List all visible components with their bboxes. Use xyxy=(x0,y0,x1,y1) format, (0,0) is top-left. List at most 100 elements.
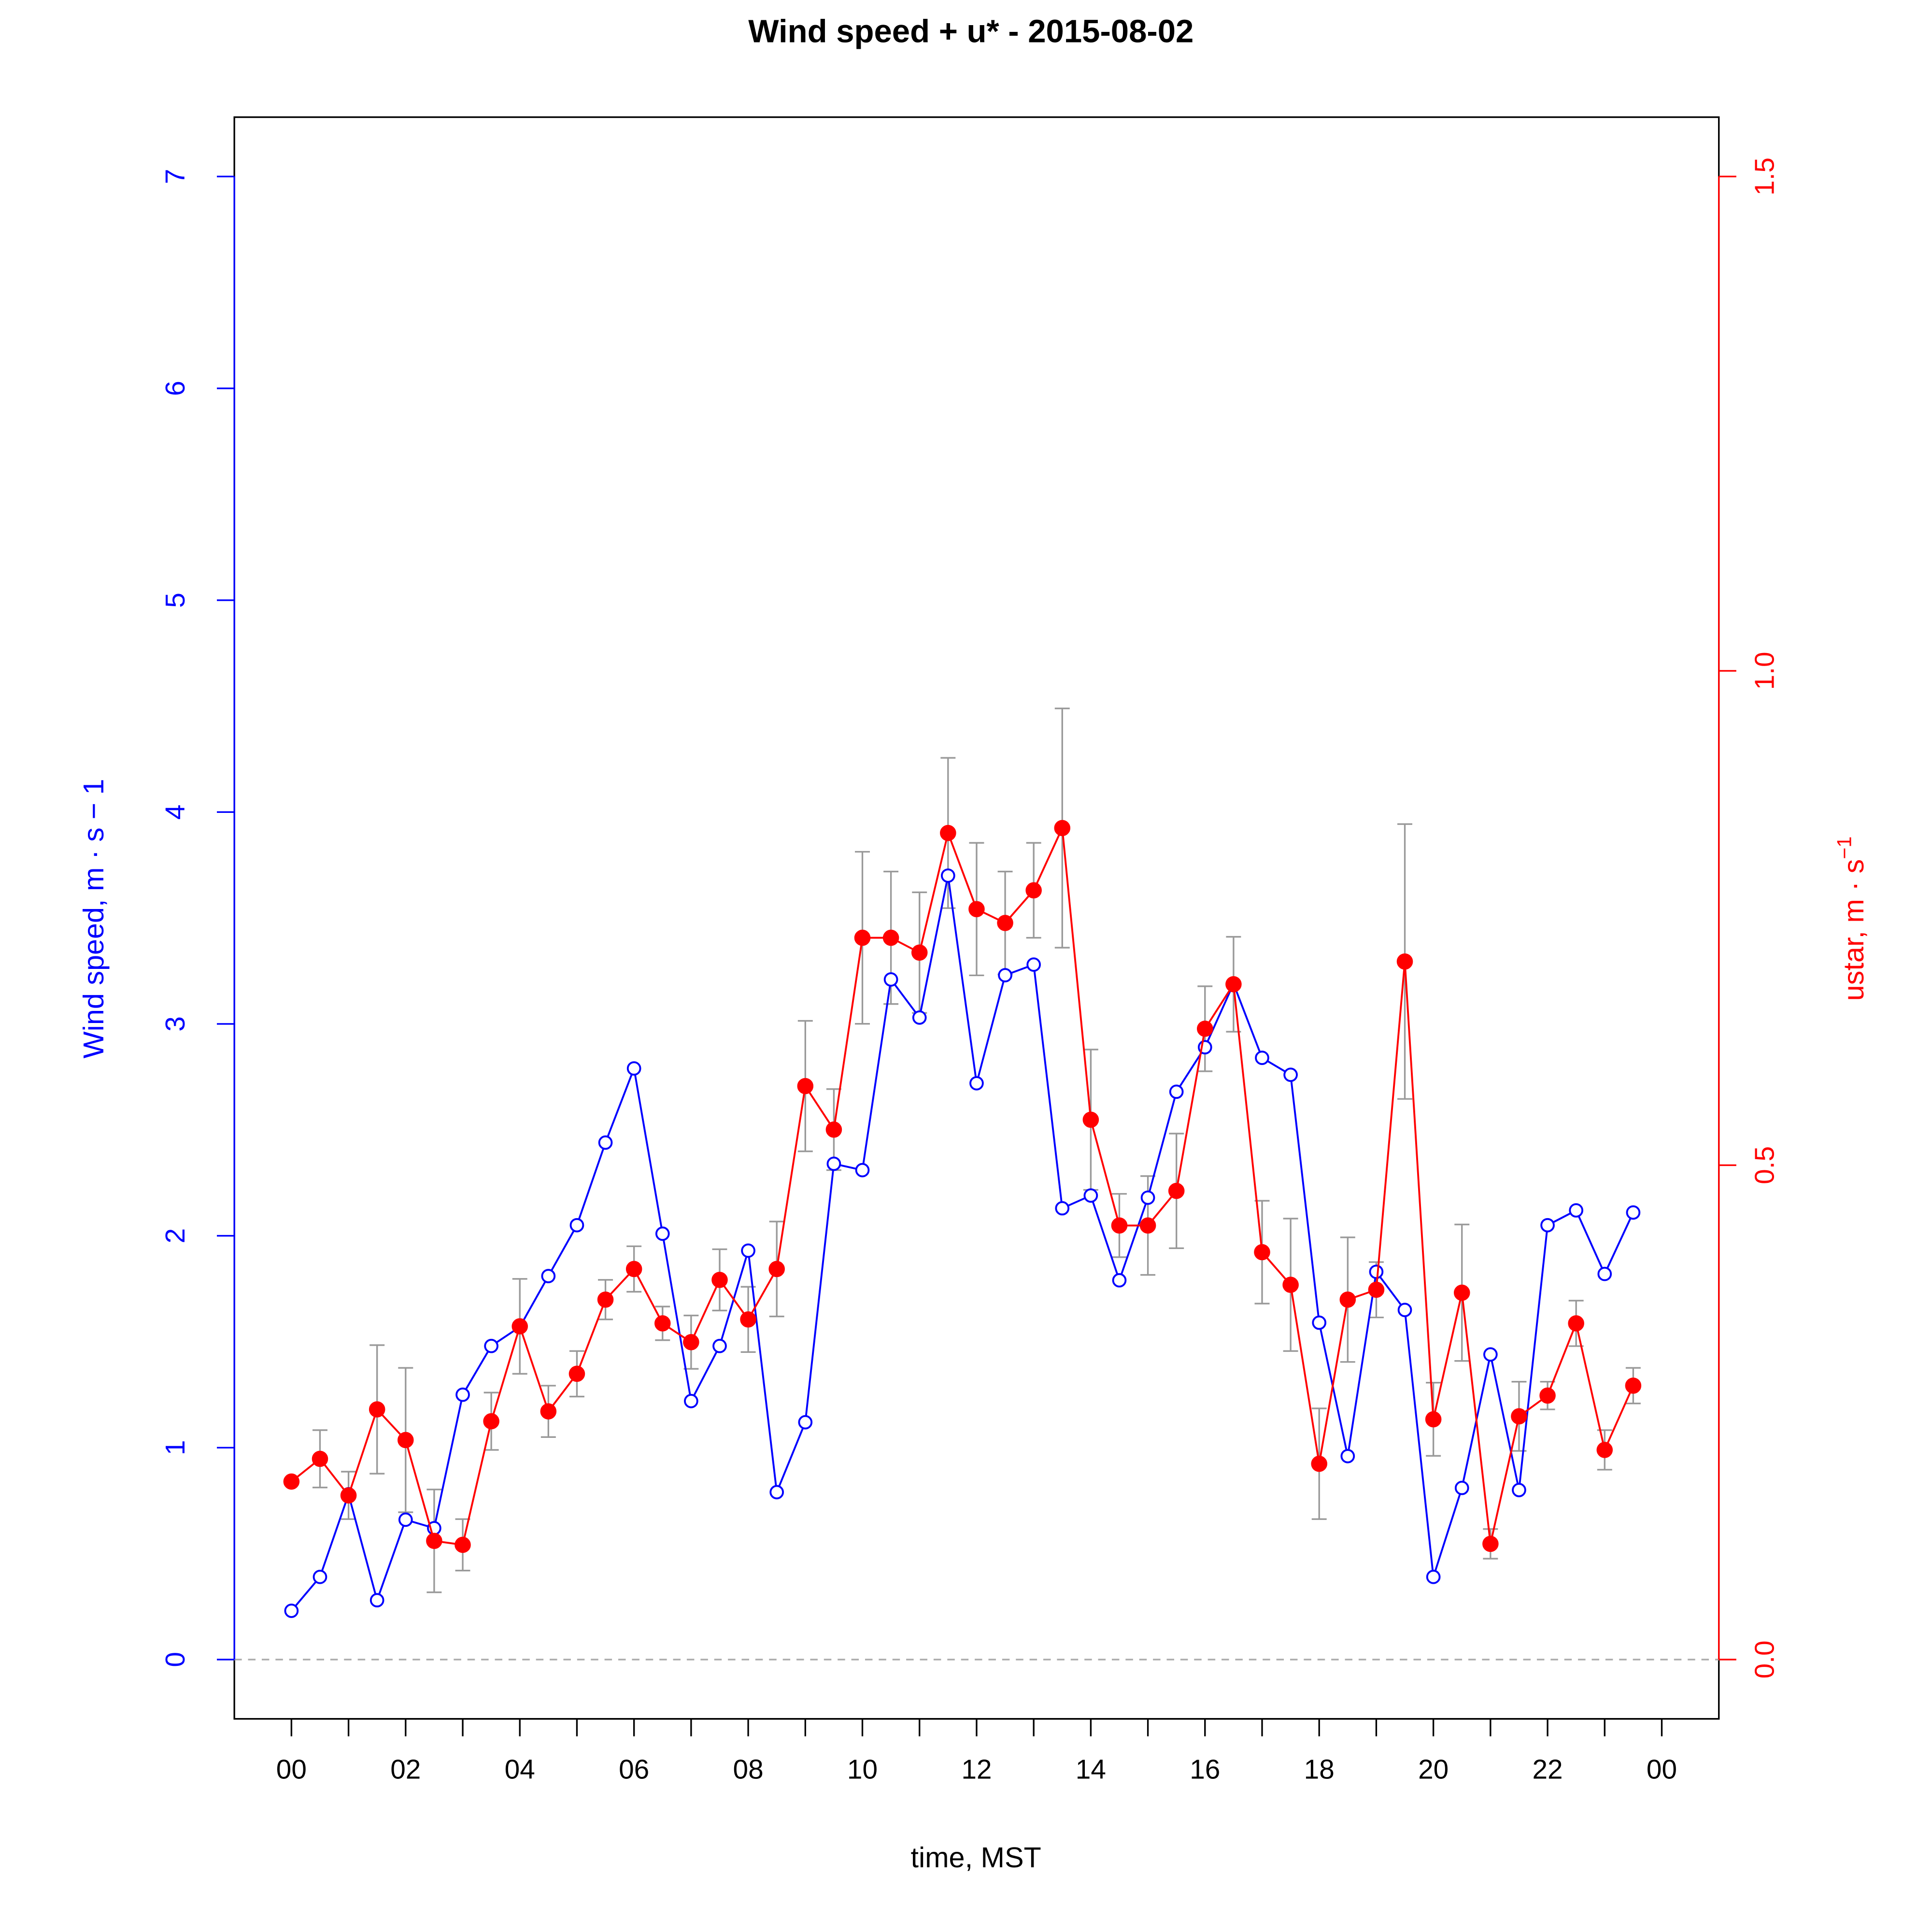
left-tick-label: 7 xyxy=(160,169,191,185)
right-tick-label: 0.5 xyxy=(1749,1146,1780,1184)
data-point-ustar xyxy=(1197,1021,1213,1037)
data-point-wind-speed xyxy=(684,1393,698,1408)
data-point-ustar xyxy=(483,1413,499,1430)
data-point-ustar xyxy=(882,929,899,946)
data-point-ustar xyxy=(1168,1182,1185,1199)
data-point-ustar xyxy=(426,1533,442,1549)
x-tick-label: 04 xyxy=(505,1755,535,1785)
y-axis-label-right-main: ustar, m · s xyxy=(1837,859,1870,1001)
data-point-ustar xyxy=(1054,820,1071,837)
left-tick-label: 1 xyxy=(160,1440,191,1455)
x-tick-label: 22 xyxy=(1532,1755,1563,1785)
data-point-ustar xyxy=(1539,1387,1556,1404)
x-tick-label: 16 xyxy=(1190,1755,1220,1785)
series-line-ustar xyxy=(291,824,1634,1546)
x-tick-label: 12 xyxy=(961,1755,992,1785)
left-tick-label: 4 xyxy=(160,805,191,820)
data-point-wind-speed xyxy=(541,1269,556,1283)
data-point-wind-speed xyxy=(1626,1205,1641,1220)
data-point-wind-speed xyxy=(1283,1067,1298,1082)
data-point-ustar xyxy=(1225,976,1242,993)
data-point-ustar xyxy=(597,1292,614,1308)
data-point-ustar xyxy=(683,1334,699,1350)
data-point-wind-speed xyxy=(1255,1051,1269,1065)
data-point-ustar xyxy=(1482,1535,1499,1552)
x-tick-label: 00 xyxy=(276,1755,307,1785)
data-point-wind-speed xyxy=(883,972,898,987)
data-point-ustar xyxy=(312,1450,328,1467)
y-axis-label-right: ustar, m · s−1 xyxy=(1833,837,1870,1001)
data-point-ustar xyxy=(540,1403,557,1420)
data-point-wind-speed xyxy=(1340,1449,1355,1463)
x-tick-label: 08 xyxy=(733,1755,764,1785)
y-axis-label-left: Wind speed, m · s − 1 xyxy=(77,779,110,1059)
data-point-wind-speed xyxy=(1026,957,1041,972)
data-point-ustar xyxy=(711,1272,728,1288)
data-point-wind-speed xyxy=(369,1593,384,1607)
data-point-wind-speed xyxy=(284,1604,299,1618)
data-point-wind-speed xyxy=(455,1387,470,1402)
data-point-wind-speed xyxy=(826,1156,841,1171)
data-point-wind-speed xyxy=(1140,1190,1155,1205)
data-point-wind-speed xyxy=(940,868,955,883)
right-tick-label: 0.0 xyxy=(1749,1640,1780,1678)
x-tick-label: 18 xyxy=(1304,1755,1335,1785)
data-point-ustar xyxy=(911,944,928,961)
data-point-ustar xyxy=(654,1315,671,1332)
data-point-ustar xyxy=(369,1401,385,1418)
data-point-ustar xyxy=(1596,1442,1613,1458)
data-point-ustar xyxy=(1625,1378,1642,1394)
data-point-ustar xyxy=(1339,1292,1356,1308)
data-point-ustar xyxy=(1453,1284,1470,1301)
data-point-ustar xyxy=(1025,882,1042,899)
data-point-ustar xyxy=(1282,1277,1299,1293)
data-point-ustar xyxy=(854,929,871,946)
data-point-wind-speed xyxy=(712,1338,727,1353)
data-point-ustar xyxy=(1568,1315,1584,1332)
right-tick-label: 1.0 xyxy=(1749,652,1780,690)
data-point-ustar xyxy=(455,1536,471,1553)
y-axis-label-right-sup: −1 xyxy=(1833,837,1855,859)
data-point-ustar xyxy=(1396,953,1413,970)
data-point-wind-speed xyxy=(1369,1264,1384,1279)
data-point-wind-speed xyxy=(1540,1218,1555,1233)
data-point-ustar xyxy=(1111,1217,1128,1234)
data-point-wind-speed xyxy=(741,1243,755,1258)
data-point-wind-speed xyxy=(1569,1203,1584,1218)
data-point-ustar xyxy=(625,1261,642,1278)
data-point-wind-speed xyxy=(1312,1315,1327,1330)
data-point-wind-speed xyxy=(1454,1480,1469,1495)
data-point-wind-speed xyxy=(1397,1303,1412,1317)
data-point-wind-speed xyxy=(1597,1266,1612,1281)
data-point-wind-speed xyxy=(1055,1201,1070,1216)
left-tick-label: 3 xyxy=(160,1016,191,1032)
data-point-wind-speed xyxy=(569,1218,584,1233)
x-axis-label: time, MST xyxy=(910,1841,1041,1874)
data-point-ustar xyxy=(1254,1244,1270,1261)
chart-title: Wind speed + u* - 2015-08-02 xyxy=(748,14,1193,50)
data-point-wind-speed xyxy=(912,1010,927,1025)
data-point-ustar xyxy=(1082,1111,1099,1128)
data-point-ustar xyxy=(1511,1408,1527,1425)
data-point-ustar xyxy=(997,915,1013,931)
data-point-wind-speed xyxy=(998,968,1012,982)
x-tick-label: 10 xyxy=(847,1755,878,1785)
data-point-ustar xyxy=(968,901,985,917)
data-point-ustar xyxy=(283,1473,300,1490)
data-point-wind-speed xyxy=(1083,1188,1098,1203)
data-point-wind-speed xyxy=(626,1061,641,1076)
data-point-wind-speed xyxy=(1169,1084,1184,1099)
x-tick-label: 20 xyxy=(1418,1755,1449,1785)
data-point-ustar xyxy=(1311,1455,1327,1472)
x-tick-label: 14 xyxy=(1076,1755,1106,1785)
data-point-ustar xyxy=(340,1487,357,1504)
data-point-wind-speed xyxy=(1512,1483,1526,1497)
data-point-wind-speed xyxy=(398,1512,413,1527)
data-point-wind-speed xyxy=(798,1415,813,1430)
data-point-ustar xyxy=(1139,1217,1156,1234)
data-point-wind-speed xyxy=(1426,1569,1441,1584)
x-tick-label: 06 xyxy=(619,1755,649,1785)
data-point-wind-speed xyxy=(655,1226,670,1241)
data-point-ustar xyxy=(1368,1281,1385,1298)
